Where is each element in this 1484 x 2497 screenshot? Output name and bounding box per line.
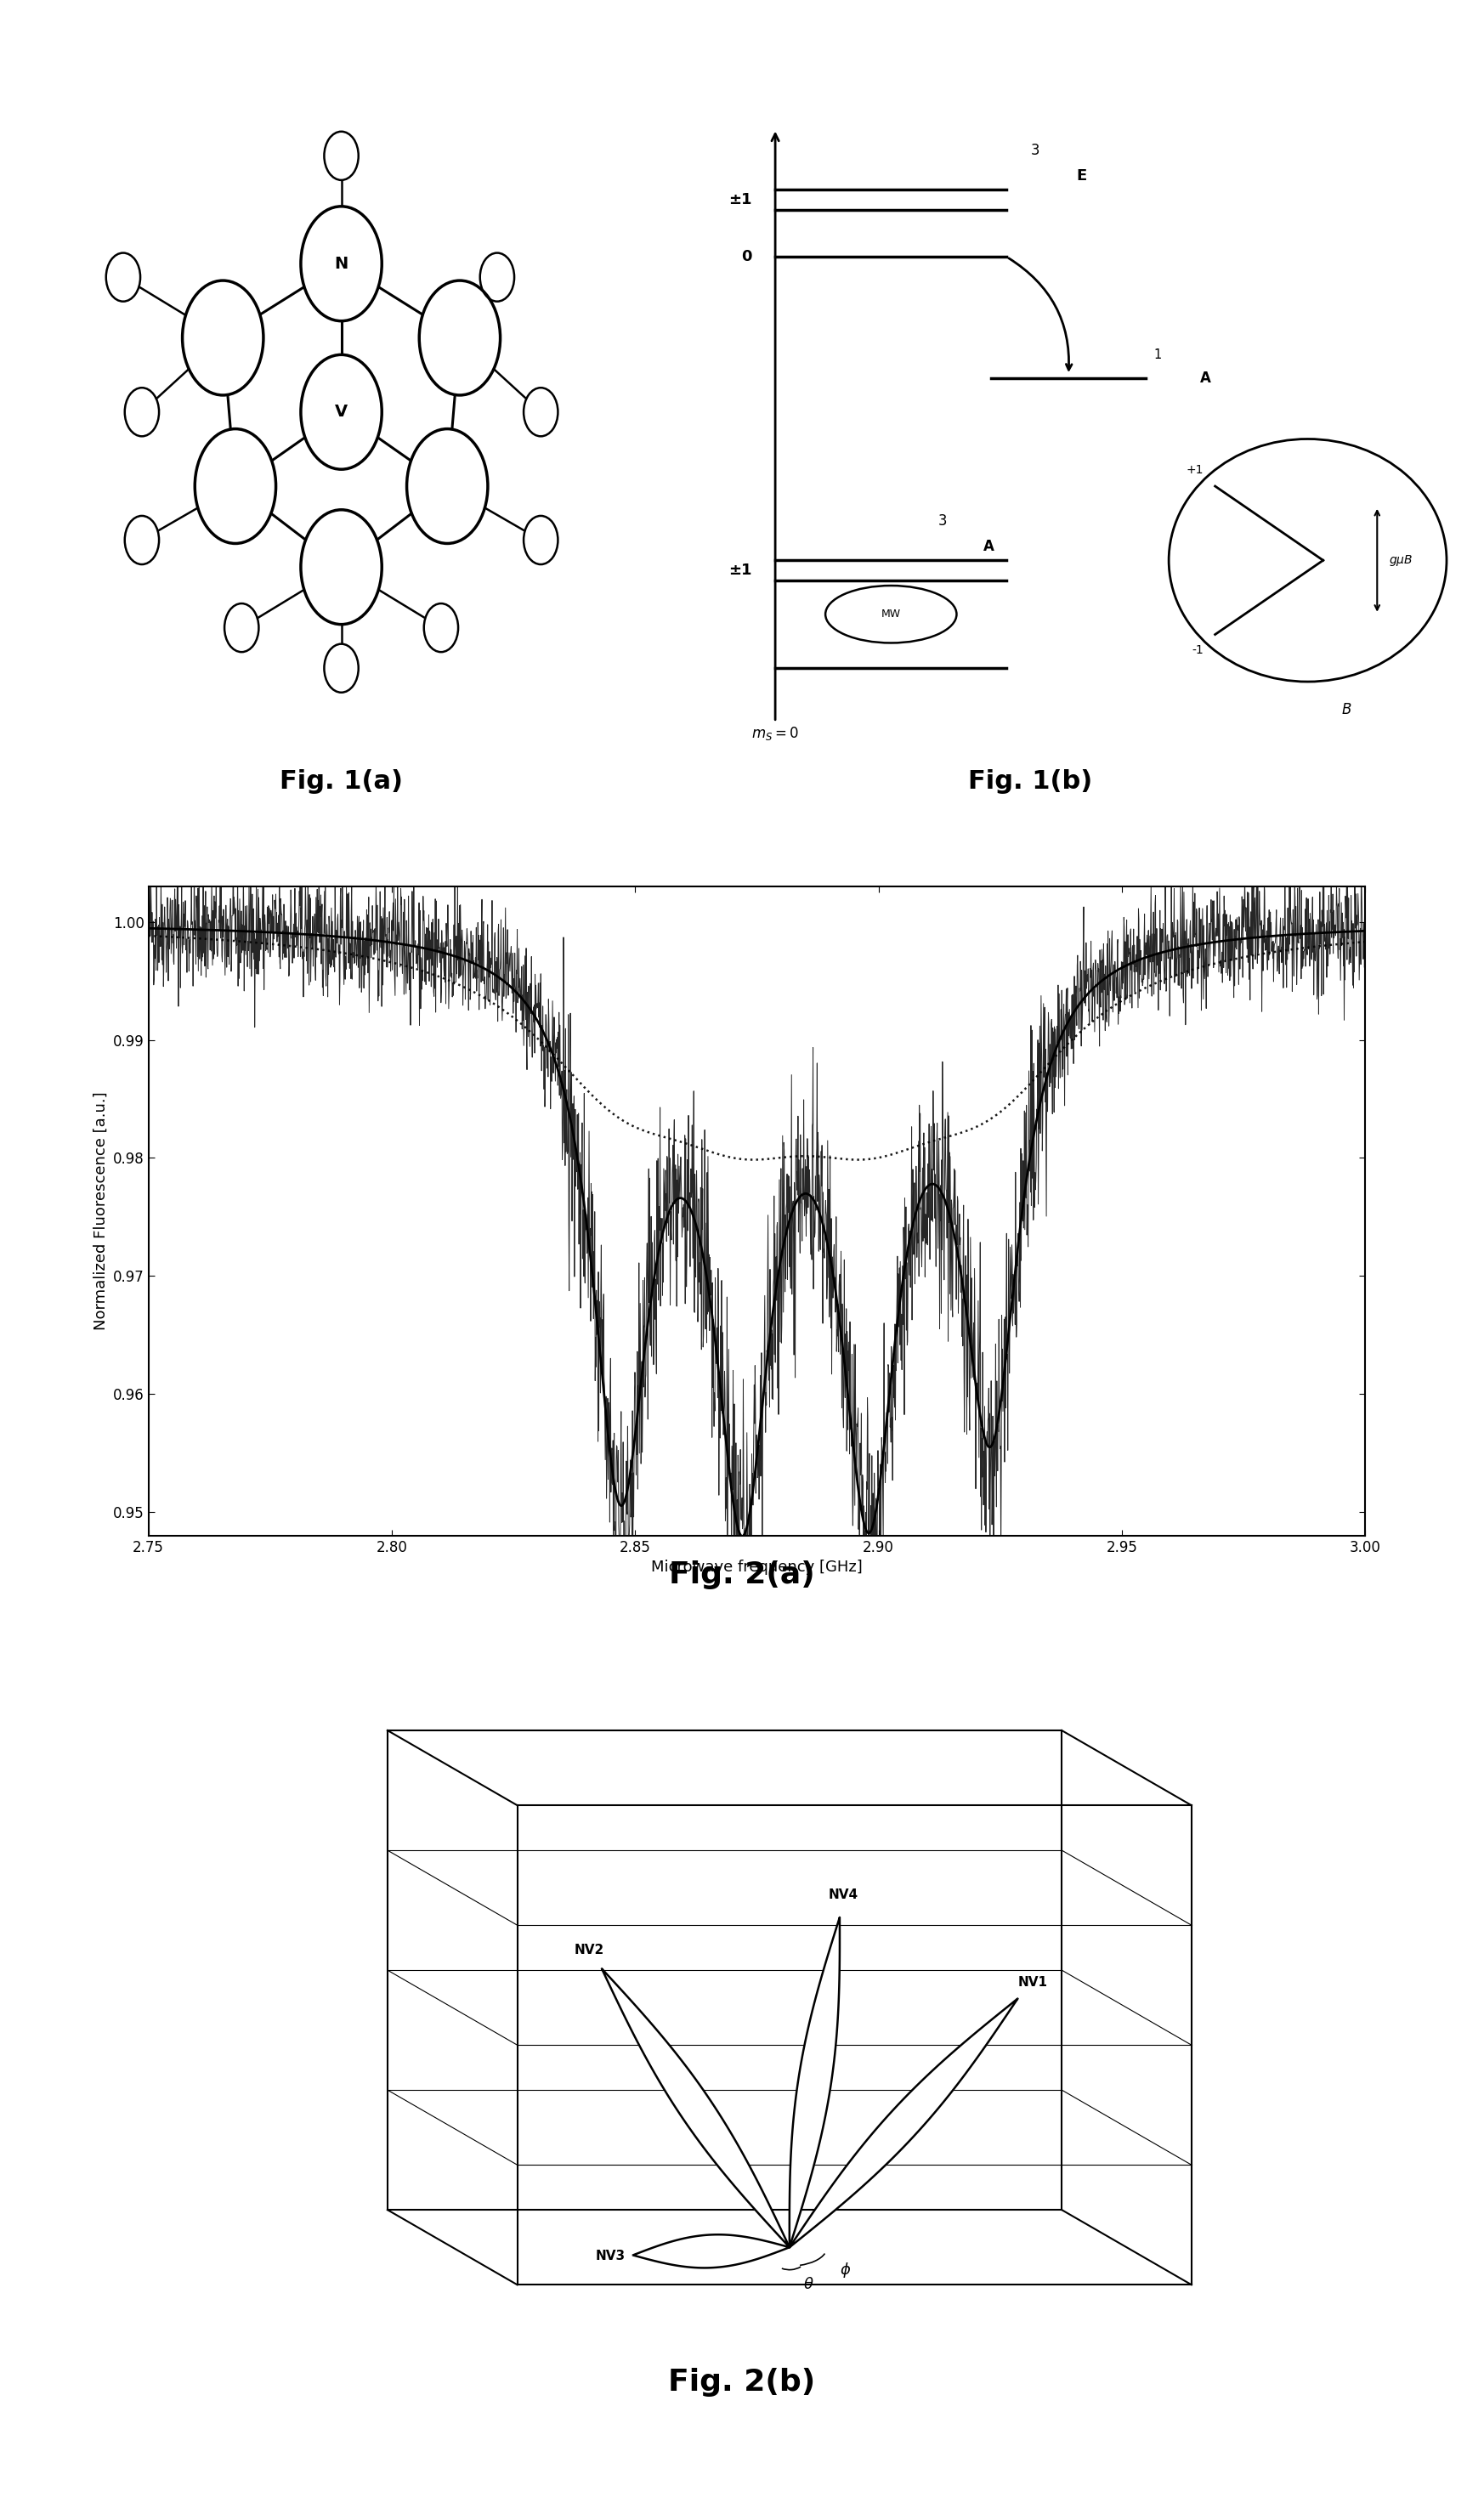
Text: -1: -1 [1192,644,1204,657]
Text: ±1: ±1 [729,562,752,579]
Text: NV2: NV2 [574,1943,604,1955]
Polygon shape [634,2235,789,2267]
Ellipse shape [194,429,276,544]
Ellipse shape [125,517,159,564]
Text: A: A [1199,370,1211,387]
Text: NV4: NV4 [828,1888,858,1903]
Ellipse shape [479,252,515,302]
Text: +1: +1 [1186,464,1204,477]
Text: NV3: NV3 [595,2250,625,2262]
Text: Fig. 2(b): Fig. 2(b) [668,2367,816,2397]
Polygon shape [601,1968,789,2247]
Ellipse shape [301,355,381,469]
Text: $^1$: $^1$ [1153,350,1162,367]
Polygon shape [789,1918,840,2247]
Text: $^3$: $^3$ [938,517,947,537]
Text: ±1: ±1 [729,192,752,207]
Ellipse shape [105,252,141,302]
Ellipse shape [224,604,258,652]
Text: $^3$: $^3$ [1030,145,1040,165]
Text: $m_S=0$: $m_S=0$ [751,724,798,742]
Text: NV1: NV1 [1018,1975,1048,1988]
Ellipse shape [324,132,359,180]
Ellipse shape [125,387,159,437]
Text: Fig. 1(b): Fig. 1(b) [968,769,1092,794]
Ellipse shape [524,387,558,437]
X-axis label: Microwave frequency [GHz]: Microwave frequency [GHz] [651,1561,862,1576]
Ellipse shape [424,604,459,652]
Text: E: E [1076,167,1086,185]
Text: N: N [334,255,349,272]
Ellipse shape [825,587,957,642]
Text: B: B [1342,702,1350,717]
Ellipse shape [301,509,381,624]
Text: Fig. 1(a): Fig. 1(a) [279,769,404,794]
Ellipse shape [301,207,381,322]
Text: $\theta$: $\theta$ [803,2277,813,2292]
Text: Fig. 2(a): Fig. 2(a) [669,1561,815,1591]
Ellipse shape [420,280,500,395]
Ellipse shape [407,429,488,544]
Text: MW: MW [881,609,901,619]
Y-axis label: Normalized Fluorescence [a.u.]: Normalized Fluorescence [a.u.] [93,1091,108,1331]
Ellipse shape [324,644,359,692]
Polygon shape [789,1998,1018,2247]
Text: $g\mu B$: $g\mu B$ [1389,554,1413,567]
Circle shape [1169,439,1447,682]
Text: V: V [335,405,347,419]
Ellipse shape [524,517,558,564]
Text: 0: 0 [742,250,752,265]
Text: A: A [984,539,994,554]
Ellipse shape [183,280,264,395]
Text: $\phi$: $\phi$ [840,2260,852,2280]
